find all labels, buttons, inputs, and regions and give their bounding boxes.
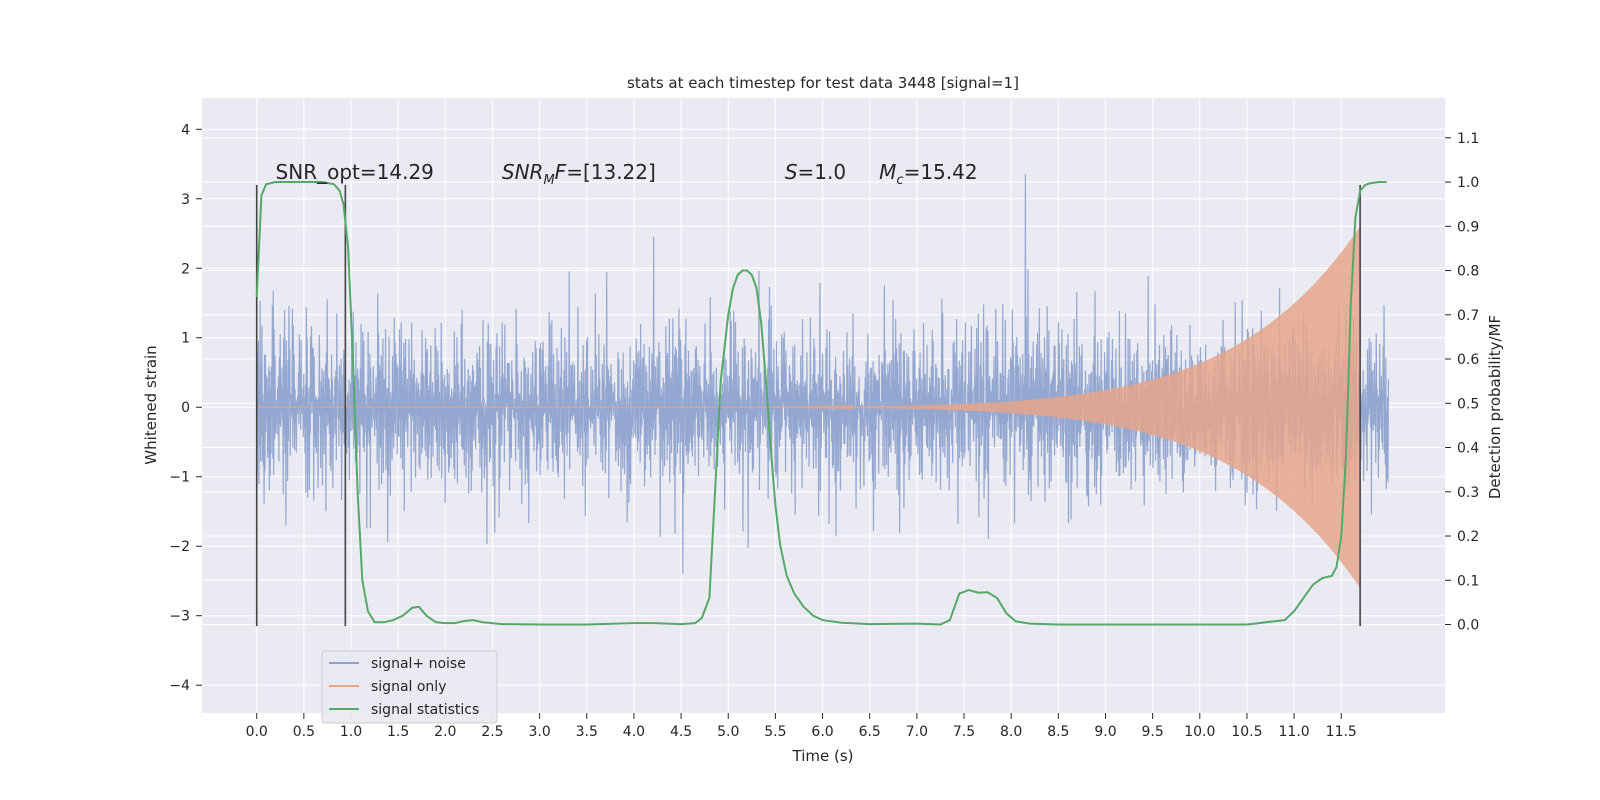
y-right-tick-label: 0.7 <box>1457 308 1479 324</box>
x-tick-label: 0.0 <box>246 724 268 740</box>
y-axis-right-label: Detection probability/MF <box>1486 315 1504 499</box>
y-right-tick-label: 1.1 <box>1457 131 1479 147</box>
signal-only-line <box>256 226 1361 588</box>
y-right-tick-label: 0.1 <box>1457 573 1479 589</box>
annotation-snr-mf: SNRMF=[13.22] <box>502 160 656 188</box>
annotations: SNR_opt=14.29 SNRMF=[13.22] S=1.0 Mc=15.42 <box>276 160 978 188</box>
y-right-tick-label: 0.5 <box>1457 396 1479 412</box>
annotation-snr-mf-value: =[13.22] <box>566 160 656 184</box>
x-tick-label: 9.0 <box>1094 724 1116 740</box>
x-tick-label: 8.0 <box>1000 724 1022 740</box>
annotation-mc: Mc=15.42 <box>879 160 977 188</box>
y-right-tick-label: 1.0 <box>1457 175 1479 191</box>
annotation-s: S=1.0 <box>785 160 846 184</box>
x-tick-label: 4.5 <box>670 724 692 740</box>
x-tick-label: 7.5 <box>953 724 975 740</box>
y-left-tick-label: 2 <box>181 261 190 277</box>
x-tick-label: 1.5 <box>387 724 409 740</box>
legend-label-signal-only: signal only <box>371 679 446 695</box>
y-axis-right-ticks: 0.0 0.1 0.2 0.3 0.4 0.5 0.6 0.7 0.8 0.9 1.0 1.1 <box>1445 131 1479 634</box>
y-right-tick-label: 0.3 <box>1457 485 1479 501</box>
x-tick-label: 9.5 <box>1142 724 1164 740</box>
x-tick-label: 5.5 <box>764 724 786 740</box>
y-left-tick-label: 0 <box>181 400 190 416</box>
x-tick-label: 5.0 <box>717 724 739 740</box>
x-tick-label: 4.0 <box>623 724 645 740</box>
annotation-s-value: =1.0 <box>798 160 847 184</box>
annotation-snr-mf-f: F <box>555 160 567 184</box>
chart-title: stats at each timestep for test data 344… <box>627 74 1019 92</box>
x-tick-label: 10.0 <box>1184 724 1215 740</box>
x-tick-label: 2.5 <box>481 724 503 740</box>
x-tick-label: 3.5 <box>576 724 598 740</box>
series-signal-statistics <box>255 181 1387 626</box>
legend-label-signal-statistics: signal statistics <box>371 702 479 718</box>
y-left-tick-label: −4 <box>169 678 190 694</box>
x-tick-label: 1.0 <box>340 724 362 740</box>
y-right-tick-label: 0.2 <box>1457 529 1479 545</box>
annotation-snr-mf-sub: M <box>543 173 554 188</box>
annotation-mc-value: =15.42 <box>904 160 978 184</box>
x-tick-label: 8.5 <box>1047 724 1069 740</box>
annotation-mc-label: M <box>879 160 896 184</box>
x-tick-label: 7.0 <box>906 724 928 740</box>
annotation-s-label: S <box>785 160 798 184</box>
y-right-tick-label: 0.4 <box>1457 441 1479 457</box>
y-left-tick-label: 3 <box>181 192 190 208</box>
x-tick-label: 10.5 <box>1231 724 1262 740</box>
x-tick-label: 3.0 <box>528 724 550 740</box>
signal-statistics-line <box>255 181 1387 626</box>
y-right-tick-label: 0.8 <box>1457 264 1479 280</box>
y-axis-left-ticks: −4 −3 −2 −1 0 1 2 3 4 <box>169 122 202 694</box>
y-left-tick-label: 1 <box>181 331 190 347</box>
x-tick-label: 0.5 <box>293 724 315 740</box>
x-tick-label: 11.5 <box>1326 724 1357 740</box>
y-right-tick-label: 0.0 <box>1457 618 1479 634</box>
x-tick-label: 11.0 <box>1279 724 1310 740</box>
annotation-mc-sub: c <box>896 173 903 188</box>
legend: signal+ noise signal only signal statist… <box>321 650 498 724</box>
annotation-snr-opt: SNR_opt=14.29 <box>276 160 434 184</box>
annotation-snr-mf-label: SNR <box>502 160 544 184</box>
y-left-tick-label: −2 <box>169 539 190 555</box>
legend-label-signal-noise: signal+ noise <box>371 656 466 672</box>
y-left-tick-label: 4 <box>181 122 190 138</box>
x-axis-ticks: 0.0 0.5 1.0 1.5 2.0 2.5 3.0 3.5 4.0 4.5 5.0 5.5 6.0 6… <box>246 713 1357 740</box>
y-left-tick-label: −1 <box>169 470 190 486</box>
x-axis-label: Time (s) <box>792 747 854 765</box>
x-tick-label: 6.5 <box>859 724 881 740</box>
vertical-marker-lines <box>255 184 1361 627</box>
legend-box <box>321 650 498 724</box>
y-right-tick-label: 0.6 <box>1457 352 1479 368</box>
y-left-tick-label: −3 <box>169 609 190 625</box>
y-axis-left-label: Whitened strain <box>142 345 160 464</box>
series-signal-only <box>256 226 1361 588</box>
x-tick-label: 2.0 <box>434 724 456 740</box>
x-tick-label: 6.0 <box>811 724 833 740</box>
y-right-tick-label: 0.9 <box>1457 219 1479 235</box>
